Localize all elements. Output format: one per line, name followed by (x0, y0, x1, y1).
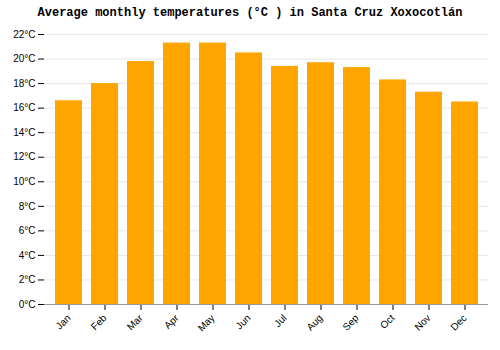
svg-text:20°C: 20°C (13, 53, 35, 64)
svg-text:Oct: Oct (378, 312, 397, 331)
svg-text:Jul: Jul (272, 312, 289, 329)
svg-text:Feb: Feb (89, 312, 109, 332)
svg-text:4°C: 4°C (19, 250, 36, 261)
svg-text:16°C: 16°C (13, 102, 35, 113)
svg-text:Sep: Sep (340, 312, 361, 333)
html-text:Average monthly temperatures (: Average monthly temperatures (°C ) in Sa… (37, 6, 463, 20)
svg-text:12°C: 12°C (13, 151, 35, 162)
svg-text:6°C: 6°C (19, 225, 36, 236)
svg-text:Jun: Jun (233, 312, 252, 331)
svg-text:22°C: 22°C (13, 29, 35, 40)
svg-text:Aug: Aug (304, 312, 324, 332)
svg-text:8°C: 8°C (19, 201, 36, 212)
svg-text:Dec: Dec (448, 312, 468, 332)
svg-text:Nov: Nov (412, 312, 432, 332)
svg-text:Jan: Jan (53, 312, 72, 331)
svg-text:10°C: 10°C (13, 176, 35, 187)
svg-text:0°C: 0°C (19, 299, 36, 310)
svg-text:Apr: Apr (162, 312, 181, 331)
svg-text:2°C: 2°C (19, 274, 36, 285)
svg-text:May: May (196, 312, 217, 333)
svg-text:14°C: 14°C (13, 127, 35, 138)
svg-text:18°C: 18°C (13, 78, 35, 89)
svg-text:Mar: Mar (125, 312, 145, 332)
